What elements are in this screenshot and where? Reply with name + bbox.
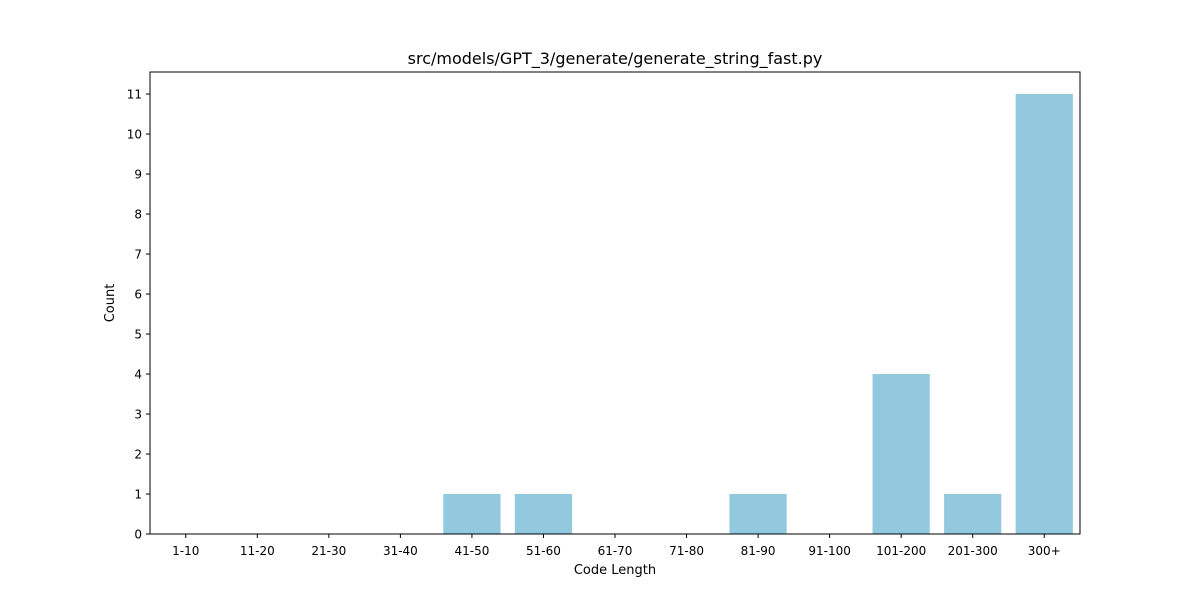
bar-81-90	[729, 494, 787, 534]
y-tick-label: 7	[134, 248, 142, 262]
bars-layer	[443, 94, 1073, 534]
plot-frame	[149, 71, 1081, 535]
x-axis-label: Code Length	[574, 563, 656, 578]
y-tick-label: 5	[134, 328, 142, 342]
y-tick-label: 0	[134, 528, 142, 542]
y-tick-label: 3	[134, 408, 142, 422]
x-tick-label: 31-40	[383, 544, 418, 558]
x-tick-label: 91-100	[808, 544, 851, 558]
y-tick-label: 1	[134, 488, 142, 502]
bar-41-50	[443, 494, 501, 534]
y-tick-label: 8	[134, 208, 142, 222]
x-tick-label: 71-80	[669, 544, 704, 558]
bar-51-60	[514, 494, 573, 534]
x-tick-label: 51-60	[526, 544, 561, 558]
x-tick-label: 61-70	[598, 544, 633, 558]
ticks-layer: 1-10 11-20 21-30 31-40 41-50 51-60 61-70 71-80 8…	[127, 88, 1061, 559]
y-tick-label: 10	[127, 128, 142, 142]
x-tick-label: 1-10	[172, 544, 199, 558]
y-tick-label: 6	[134, 288, 142, 302]
x-tick-label: 11-20	[240, 544, 275, 558]
x-tick-label: 201-300	[948, 544, 998, 558]
x-tick-label: 21-30	[311, 544, 346, 558]
y-tick-label: 11	[127, 88, 142, 102]
bar-300+	[1015, 94, 1073, 534]
bar-101-200	[872, 374, 930, 534]
chart-title: src/models/GPT_3/generate/generate_strin…	[408, 49, 823, 69]
x-tick-label: 101-200	[876, 544, 926, 558]
y-tick-label: 9	[134, 168, 142, 182]
bar-201-300	[944, 494, 1002, 534]
y-axis-label: Count	[103, 284, 118, 323]
y-tick-label: 2	[134, 448, 142, 462]
x-tick-label: 41-50	[454, 544, 489, 558]
x-tick-label: 300+	[1028, 544, 1061, 558]
x-tick-label: 81-90	[741, 544, 776, 558]
y-tick-label: 4	[134, 368, 142, 382]
